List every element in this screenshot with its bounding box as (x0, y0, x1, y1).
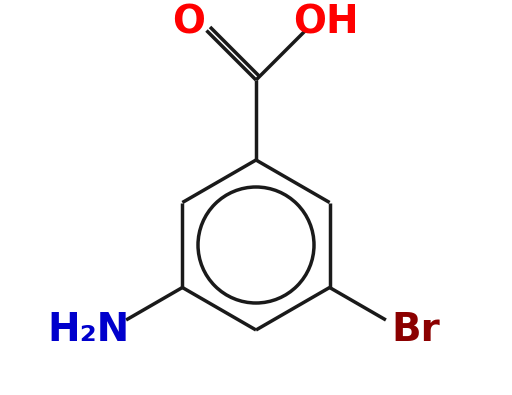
Text: Br: Br (392, 311, 440, 349)
Text: H₂N: H₂N (47, 311, 129, 349)
Text: OH: OH (293, 4, 358, 41)
Text: O: O (172, 4, 205, 41)
